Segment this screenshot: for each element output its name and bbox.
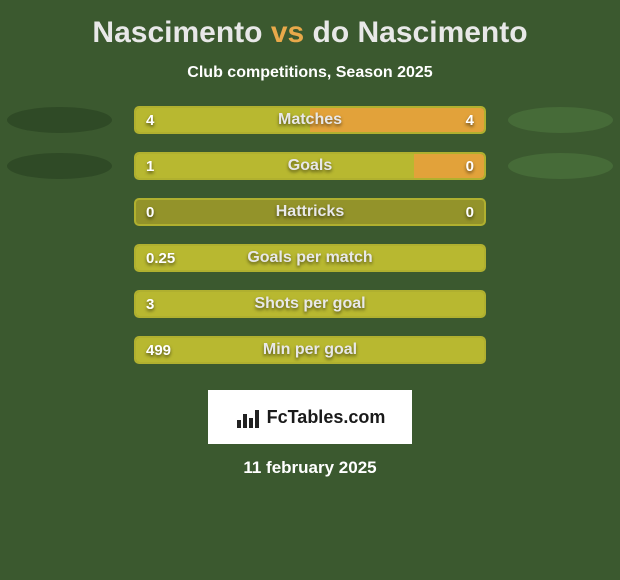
player-shadow-left <box>7 337 112 363</box>
stat-bar: Shots per goal3 <box>134 290 486 318</box>
vs-separator: vs <box>271 16 304 49</box>
stat-bar: Min per goal499 <box>134 336 486 364</box>
stat-value-right: 4 <box>466 108 474 132</box>
stat-label: Shots per goal <box>136 292 484 316</box>
stat-label: Goals per match <box>136 246 484 270</box>
player-shadow-right <box>508 199 613 225</box>
stat-bar: Goals1 0 <box>134 152 486 180</box>
bar-chart-icon <box>235 406 261 428</box>
stat-value-left: 3 <box>146 292 154 316</box>
brand-text: FcTables.com <box>267 407 386 428</box>
player-shadow-right <box>508 291 613 317</box>
stat-value-left: 0 <box>146 200 154 224</box>
player-shadow-left <box>7 107 112 133</box>
date-label: 11 february 2025 <box>0 458 620 478</box>
stat-value-left: 1 <box>146 154 154 178</box>
stat-row: Matches4 4 <box>0 106 620 134</box>
player-shadow-left <box>7 291 112 317</box>
stats-list: Matches44Goals10Hattricks00Goals per mat… <box>0 106 620 382</box>
brand-logo: FcTables.com <box>208 390 412 444</box>
subtitle: Club competitions, Season 2025 <box>0 64 620 82</box>
player-shadow-right <box>508 245 613 271</box>
stat-value-right: 0 <box>466 200 474 224</box>
player2-name: do Nascimento <box>313 16 528 49</box>
stat-label: Matches <box>136 108 484 132</box>
stat-value-left: 499 <box>146 338 171 362</box>
player-shadow-left <box>7 199 112 225</box>
stat-row: Goals1 0 <box>0 152 620 180</box>
stat-label: Goals <box>136 154 484 178</box>
stat-row: Shots per goal3 <box>0 290 620 318</box>
stat-bar: Hattricks0 0 <box>134 198 486 226</box>
player1-name: Nascimento <box>92 16 262 49</box>
stat-value-left: 4 <box>146 108 154 132</box>
stat-label: Hattricks <box>136 200 484 224</box>
stat-value-left: 0.25 <box>146 246 175 270</box>
stat-value-right: 0 <box>466 154 474 178</box>
stat-label: Min per goal <box>136 338 484 362</box>
player-shadow-left <box>7 245 112 271</box>
player-shadow-right <box>508 107 613 133</box>
page-title: Nascimento vs do Nascimento <box>0 16 620 50</box>
stat-row: Goals per match0.25 <box>0 244 620 272</box>
player-shadow-right <box>508 337 613 363</box>
stat-row: Min per goal499 <box>0 336 620 364</box>
stat-bar: Goals per match0.25 <box>134 244 486 272</box>
stat-bar: Matches4 4 <box>134 106 486 134</box>
player-shadow-left <box>7 153 112 179</box>
player-shadow-right <box>508 153 613 179</box>
stat-row: Hattricks0 0 <box>0 198 620 226</box>
comparison-card: Nascimento vs do Nascimento Club competi… <box>0 0 620 478</box>
